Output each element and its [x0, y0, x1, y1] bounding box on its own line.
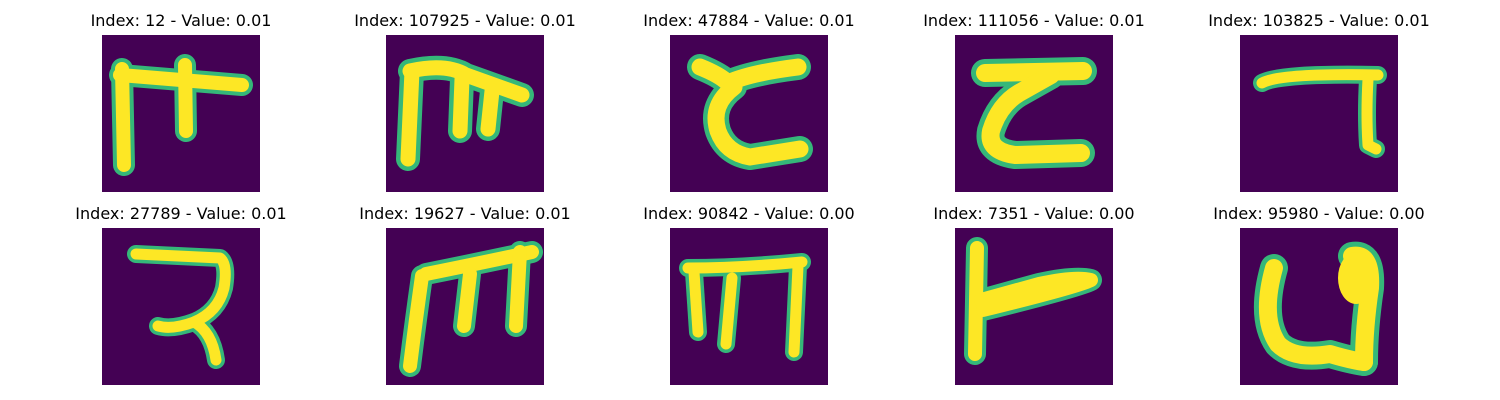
panel-title: Index: 7351 - Value: 0.00 [933, 204, 1135, 223]
panel-6: Index: 27789 - Value: 0.01 [66, 204, 296, 394]
panel-2: Index: 107925 - Value: 0.01 [350, 11, 580, 201]
panel-title: Index: 19627 - Value: 0.01 [359, 204, 571, 223]
panel-title: Index: 27789 - Value: 0.01 [75, 204, 287, 223]
glyph-image [386, 228, 544, 385]
glyph-image [102, 35, 260, 192]
panel-5: Index: 103825 - Value: 0.01 [1204, 11, 1434, 201]
panel-title: Index: 111056 - Value: 0.01 [923, 11, 1145, 30]
glyph-image [1240, 228, 1398, 385]
panel-1: Index: 12 - Value: 0.01 [66, 11, 296, 201]
panel-8: Index: 90842 - Value: 0.00 [634, 204, 864, 394]
panel-title: Index: 95980 - Value: 0.00 [1213, 204, 1425, 223]
panel-10: Index: 95980 - Value: 0.00 [1204, 204, 1434, 394]
panel-3: Index: 47884 - Value: 0.01 [634, 11, 864, 201]
glyph-image [670, 228, 828, 385]
panel-title: Index: 12 - Value: 0.01 [90, 11, 272, 30]
glyph-image [386, 35, 544, 192]
glyph-image [1240, 35, 1398, 192]
glyph-image [670, 35, 828, 192]
panel-title: Index: 47884 - Value: 0.01 [643, 11, 855, 30]
panel-title: Index: 90842 - Value: 0.00 [643, 204, 855, 223]
glyph-image [955, 35, 1113, 192]
panel-4: Index: 111056 - Value: 0.01 [919, 11, 1149, 201]
panel-title: Index: 107925 - Value: 0.01 [354, 11, 576, 30]
panel-title: Index: 103825 - Value: 0.01 [1208, 11, 1430, 30]
panel-7: Index: 19627 - Value: 0.01 [350, 204, 580, 394]
glyph-image [955, 228, 1113, 385]
panel-9: Index: 7351 - Value: 0.00 [919, 204, 1149, 394]
glyph-image [102, 228, 260, 385]
